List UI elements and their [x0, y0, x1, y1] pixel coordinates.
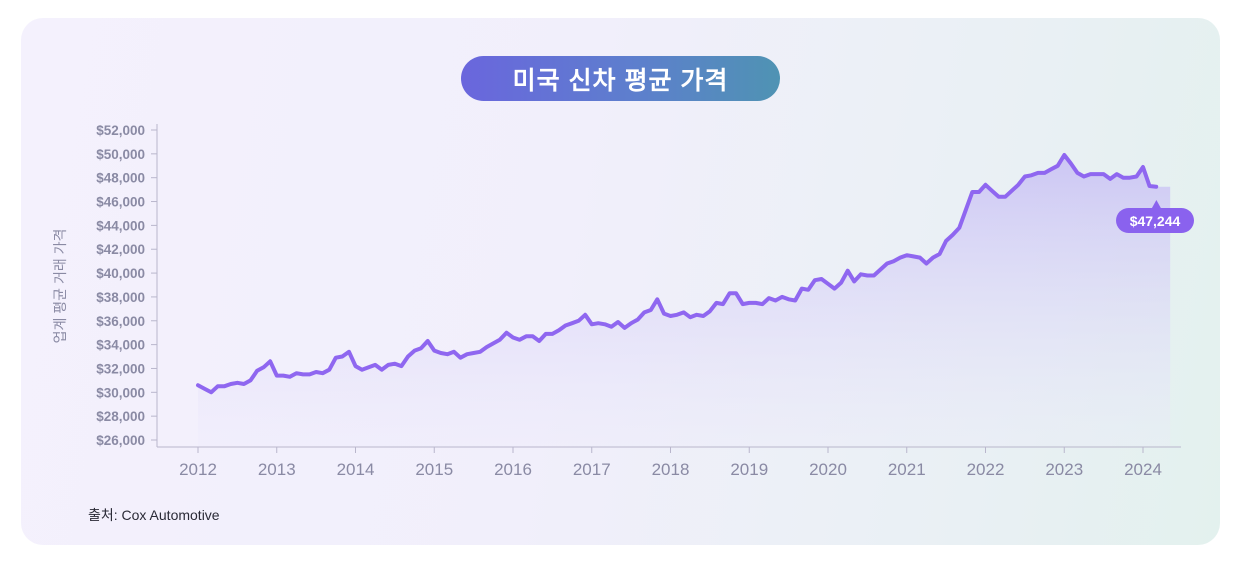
x-tick-label: 2020 — [809, 460, 847, 479]
series-line — [196, 153, 1159, 395]
y-tick-label: $26,000 — [96, 433, 145, 448]
y-tick-label: $48,000 — [96, 171, 145, 186]
x-tick-label: 2019 — [730, 460, 768, 479]
y-tick-label: $34,000 — [96, 338, 145, 353]
series-area — [198, 155, 1171, 446]
y-axis-ticks: $52,000 $50,000 $48,000 $46,000 $44,000 $42,0… — [96, 123, 157, 448]
source-note: 출처: Cox Automotive — [88, 507, 220, 523]
y-tick-label: $36,000 — [96, 314, 145, 329]
x-tick-label: 2022 — [967, 460, 1005, 479]
plot-area: $47,244 — [196, 153, 1194, 446]
value-callout: $47,244 — [1116, 200, 1194, 233]
x-tick-label: 2018 — [652, 460, 690, 479]
y-tick-label: $50,000 — [96, 147, 145, 162]
x-tick-label: 2017 — [573, 460, 611, 479]
callout-badge — [1116, 208, 1194, 233]
x-tick-label: 2016 — [494, 460, 532, 479]
y-axis-label: 업계 평균 거래 가격 — [52, 229, 68, 344]
y-tick-label: $40,000 — [96, 266, 145, 281]
y-tick-label: $30,000 — [96, 385, 145, 400]
x-tick-label: 2021 — [888, 460, 926, 479]
x-tick-label: 2024 — [1124, 460, 1162, 479]
x-tick-label: 2023 — [1045, 460, 1083, 479]
x-tick-label: 2015 — [415, 460, 453, 479]
x-axis-ticks: 2012 2013 2014 2015 2016 2017 2018 2019 2020 2021… — [179, 447, 1162, 479]
y-tick-label: $28,000 — [96, 409, 145, 424]
callout-pointer — [1151, 200, 1162, 209]
chart-title: 미국 신차 평균 가격 — [461, 56, 780, 101]
callout-label: $47,244 — [1130, 213, 1181, 229]
x-tick-label: 2014 — [337, 460, 375, 479]
y-tick-label: $42,000 — [96, 242, 145, 257]
y-tick-label: $44,000 — [96, 218, 145, 233]
y-tick-label: $32,000 — [96, 361, 145, 376]
y-tick-label: $46,000 — [96, 195, 145, 210]
y-tick-label: $38,000 — [96, 290, 145, 305]
x-tick-label: 2013 — [258, 460, 296, 479]
x-tick-label: 2012 — [179, 460, 217, 479]
y-tick-label: $52,000 — [96, 123, 145, 138]
